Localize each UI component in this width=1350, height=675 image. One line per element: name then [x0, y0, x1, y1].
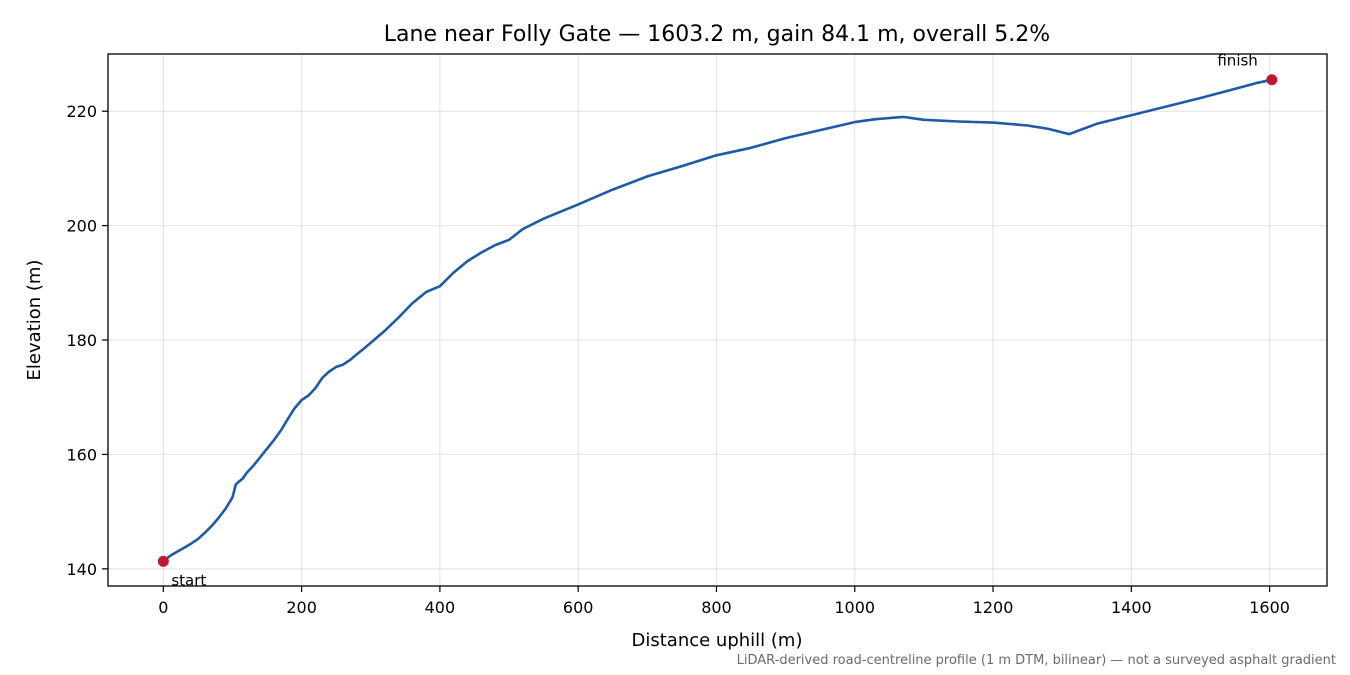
- x-tick-label: 0: [158, 598, 168, 617]
- x-tick-label: 800: [701, 598, 732, 617]
- x-tick-label: 1400: [1111, 598, 1152, 617]
- y-tick-label: 220: [66, 102, 97, 121]
- finish-label: finish: [1217, 52, 1257, 70]
- y-tick-label: 160: [66, 445, 97, 464]
- plot-frame: [107, 53, 1328, 587]
- x-axis-label: Distance uphill (m): [632, 630, 803, 651]
- y-axis-label: Elevation (m): [24, 260, 45, 381]
- chart-title: Lane near Folly Gate — 1603.2 m, gain 84…: [384, 22, 1050, 47]
- y-tick-label: 200: [66, 217, 97, 236]
- grid-lines: [108, 54, 1327, 586]
- x-tick-label: 1200: [973, 598, 1014, 617]
- y-tick-label: 140: [66, 560, 97, 579]
- annotations: start finish: [157, 52, 1278, 589]
- x-tick-label: 1600: [1249, 598, 1290, 617]
- start-label: start: [171, 571, 206, 589]
- start-marker: [157, 555, 169, 567]
- series-layer: [162, 78, 1274, 563]
- elevation-line: [162, 78, 1274, 563]
- axis-ticks: 0 200 400 600 800 1000 1200 1400 1600 140 160 180 20…: [66, 102, 1290, 617]
- y-tick-label: 180: [66, 331, 97, 350]
- x-tick-label: 200: [286, 598, 317, 617]
- x-tick-label: 1000: [834, 598, 875, 617]
- footnote: LiDAR-derived road-centreline profile (1…: [737, 653, 1336, 668]
- x-tick-label: 600: [563, 598, 594, 617]
- finish-marker: [1266, 74, 1278, 86]
- x-tick-label: 400: [425, 598, 456, 617]
